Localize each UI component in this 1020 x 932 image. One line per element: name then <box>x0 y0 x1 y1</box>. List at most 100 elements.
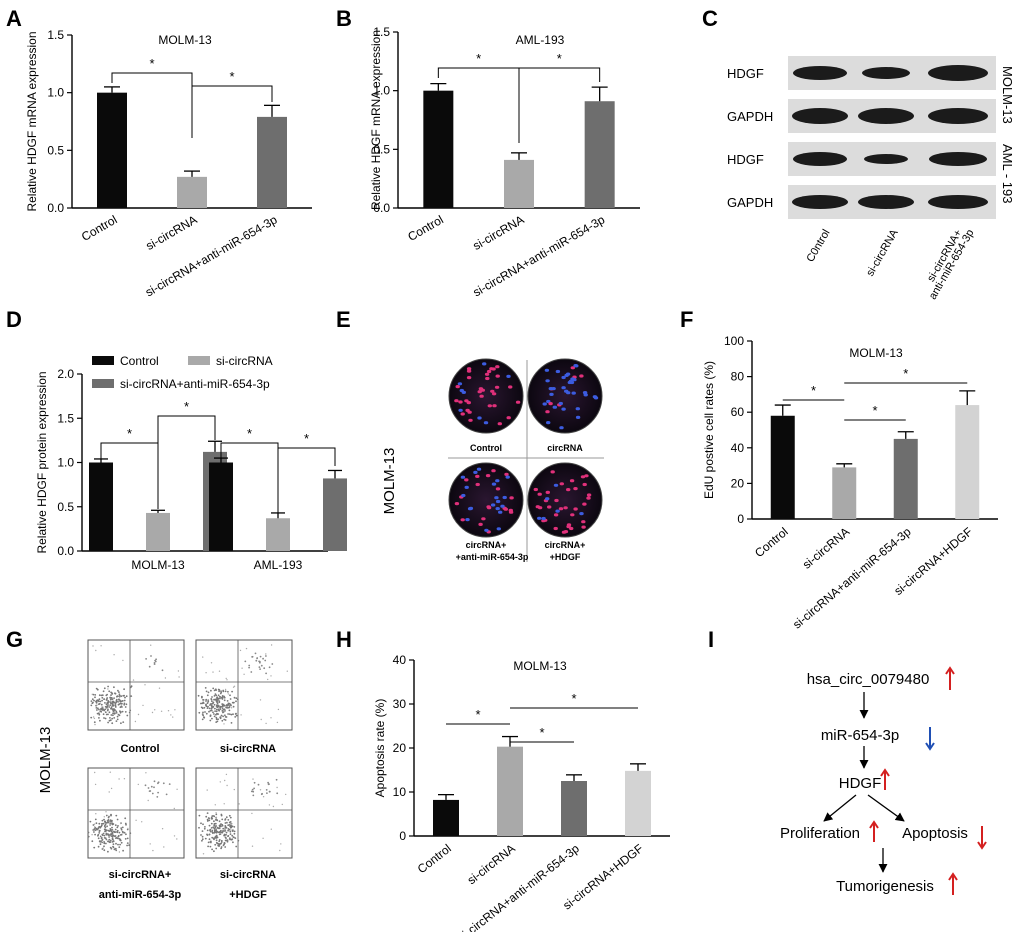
event-dot <box>118 831 121 834</box>
event-dot <box>254 652 257 655</box>
event-dot <box>206 812 209 814</box>
cell-nucleus <box>486 506 492 510</box>
edu-label: +anti-miR-654-3p <box>456 552 529 562</box>
event-dot <box>104 717 107 720</box>
cell-nucleus <box>505 475 510 479</box>
event-dot <box>115 699 118 702</box>
edu-cell-line-label: MOLM-13 <box>381 448 398 515</box>
event-dot <box>219 692 222 695</box>
event-dot <box>219 697 221 700</box>
event-dot <box>172 716 174 718</box>
y-tick-label: 0.0 <box>373 201 390 215</box>
y-tick-label: 40 <box>393 653 407 667</box>
event-dot <box>219 830 222 833</box>
flow-plot-frame <box>195 639 293 731</box>
event-dot <box>104 708 107 711</box>
event-dot <box>107 821 110 824</box>
pathway-arrow <box>867 794 905 822</box>
event-dot <box>144 684 146 686</box>
event-dot <box>223 830 226 832</box>
event-dot <box>221 707 224 710</box>
event-dot <box>107 713 109 716</box>
event-dot <box>101 706 103 708</box>
cell-nucleus <box>582 502 587 506</box>
cell-nucleus <box>506 416 511 420</box>
event-dot <box>232 686 235 688</box>
significance-marker: * <box>304 431 309 446</box>
event-dot <box>276 786 278 789</box>
event-dot <box>220 814 223 817</box>
event-dot <box>122 721 125 723</box>
event-dot <box>210 698 213 701</box>
event-dot <box>206 834 209 836</box>
event-dot <box>103 709 106 712</box>
blot-lane-label: si-circRNA <box>864 227 901 279</box>
cell-nucleus <box>571 391 576 395</box>
event-dot <box>147 787 150 789</box>
event-dot <box>105 832 108 835</box>
edu-label: circRNA+ <box>545 540 586 550</box>
legend-swatch <box>188 356 210 365</box>
event-dot <box>94 818 97 821</box>
event-dot <box>225 837 227 839</box>
cell-nucleus <box>566 488 571 492</box>
bar <box>561 781 587 836</box>
cell-nucleus <box>491 367 496 371</box>
chart-title: MOLM-13 <box>158 33 212 47</box>
event-dot <box>211 829 214 832</box>
event-dot <box>152 849 154 852</box>
event-dot <box>128 711 131 714</box>
event-dot <box>221 818 224 821</box>
event-dot <box>154 659 157 662</box>
event-dot <box>93 831 95 833</box>
event-dot <box>206 702 209 705</box>
event-dot <box>259 699 262 701</box>
event-dot <box>123 703 126 706</box>
x-tick-label: si-circRNA+anti-miR-654-3p <box>455 841 582 932</box>
event-dot <box>260 664 263 667</box>
event-dot <box>117 701 119 703</box>
pathway-diagram: hsa_circ_0079480 miR-654-3p HDGF Prolife… <box>780 666 987 895</box>
x-tick-label: si-circRNA <box>143 212 199 252</box>
bar <box>146 512 170 551</box>
event-dot <box>231 830 234 832</box>
event-dot <box>94 771 96 774</box>
event-dot <box>228 706 231 709</box>
bar <box>955 405 980 519</box>
event-dot <box>107 850 109 853</box>
event-dot <box>214 825 217 828</box>
significance-marker: * <box>127 426 132 441</box>
cell-nucleus <box>473 470 478 474</box>
node-proliferation: Proliferation <box>780 825 860 842</box>
event-dot <box>231 834 234 837</box>
event-dot <box>118 851 121 853</box>
event-dot <box>251 812 253 815</box>
event-dot <box>213 715 216 718</box>
event-dot <box>228 709 231 712</box>
y-tick-label: 60 <box>731 405 745 419</box>
event-dot <box>215 828 218 830</box>
event-dot <box>110 820 113 823</box>
event-dot <box>265 655 267 657</box>
flow-label: +HDGF <box>229 889 267 901</box>
cell-nucleus <box>495 499 501 504</box>
event-dot <box>228 814 231 817</box>
event-dot <box>217 718 220 721</box>
event-dot <box>270 644 273 646</box>
cell-nucleus <box>563 506 568 510</box>
event-dot <box>103 818 105 821</box>
x-tick-label: si-circRNA+anti-miR-654-3p <box>471 212 608 299</box>
event-dot <box>109 834 111 836</box>
x-tick-label: Control <box>405 212 446 243</box>
event-dot <box>167 710 170 712</box>
event-dot <box>151 711 154 714</box>
cell-nucleus <box>547 505 552 509</box>
event-dot <box>104 702 106 704</box>
event-dot <box>115 720 118 722</box>
event-dot <box>230 707 233 709</box>
cell-nucleus <box>545 379 550 383</box>
event-dot <box>98 713 101 716</box>
event-dot <box>201 696 203 699</box>
event-dot <box>267 781 269 784</box>
event-dot <box>109 824 111 826</box>
